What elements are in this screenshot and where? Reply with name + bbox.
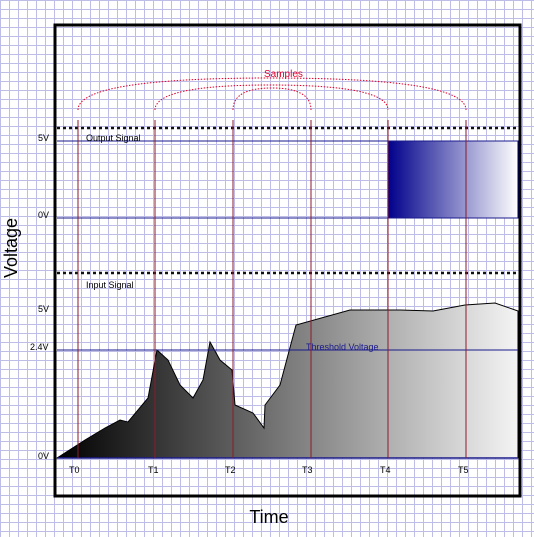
output-5v-label: 5V: [38, 133, 49, 143]
output-signal-high: [387, 140, 519, 219]
input-2-4v-label: 2.4V: [30, 342, 49, 352]
x-axis-label: Time: [249, 507, 288, 527]
threshold-label: Threshold Voltage: [306, 342, 379, 352]
output-0v-label: 0V: [38, 210, 49, 220]
sample-arcs: [77, 77, 467, 111]
sample-arc-outer: [77, 77, 467, 111]
output-signal-label: Output Signal: [86, 133, 141, 143]
sample-arc-inner: [232, 87, 312, 111]
plot-frame: [53, 23, 522, 498]
input-5v-label: 5V: [38, 304, 49, 314]
time-tick-labels: T0 T1 T2 T3 T4 T5: [69, 465, 469, 475]
input-signal-label: Input Signal: [86, 280, 134, 290]
samples-label: Samples: [264, 69, 303, 80]
input-signal-shape: [55, 302, 519, 459]
tick-label-t1: T1: [148, 465, 159, 475]
tick-label-t0: T0: [69, 465, 80, 475]
input-0v-label: 0V: [38, 451, 49, 461]
sample-arc-middle: [154, 84, 389, 111]
tick-label-t5: T5: [458, 465, 469, 475]
sample-lines: [77, 120, 467, 458]
tick-label-t3: T3: [302, 465, 313, 475]
y-axis-label: Voltage: [1, 218, 21, 278]
tick-label-t2: T2: [225, 465, 236, 475]
tick-label-t4: T4: [380, 465, 391, 475]
